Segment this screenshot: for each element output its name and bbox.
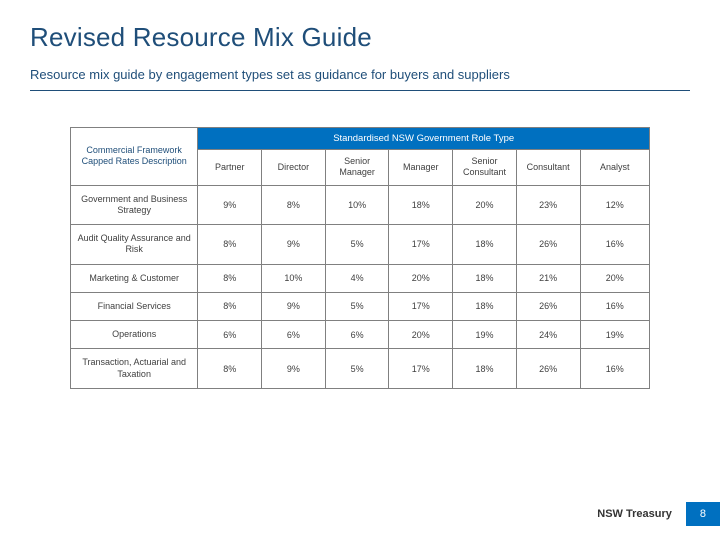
table-cell: 18%	[389, 185, 453, 225]
table-cell: 24%	[516, 321, 580, 349]
table-row: Financial Services8%9%5%17%18%26%16%	[71, 292, 650, 320]
row-label: Marketing & Customer	[71, 264, 198, 292]
corner-header-line1: Commercial Framework	[86, 145, 182, 155]
table-cell: 12%	[580, 185, 650, 225]
table-cell: 20%	[453, 185, 517, 225]
footer: NSW Treasury 8	[583, 502, 720, 526]
table-body: Government and Business Strategy9%8%10%1…	[71, 185, 650, 388]
table-cell: 17%	[389, 349, 453, 389]
table-cell: 18%	[453, 292, 517, 320]
resource-mix-table: Commercial Framework Capped Rates Descri…	[70, 127, 650, 389]
table-cell: 23%	[516, 185, 580, 225]
role-header: Consultant	[516, 150, 580, 186]
table-cell: 4%	[325, 264, 389, 292]
table-cell: 8%	[198, 264, 262, 292]
table-cell: 20%	[580, 264, 650, 292]
role-header: Manager	[389, 150, 453, 186]
table-cell: 8%	[198, 349, 262, 389]
table-cell: 9%	[262, 225, 326, 265]
table-cell: 20%	[389, 321, 453, 349]
table-cell: 5%	[325, 225, 389, 265]
table-cell: 5%	[325, 349, 389, 389]
table-cell: 18%	[453, 349, 517, 389]
table-row: Audit Quality Assurance and Risk8%9%5%17…	[71, 225, 650, 265]
table-container: Commercial Framework Capped Rates Descri…	[30, 127, 690, 389]
role-header: Analyst	[580, 150, 650, 186]
group-header: Standardised NSW Government Role Type	[198, 128, 650, 150]
role-header: Senior Manager	[325, 150, 389, 186]
table-cell: 20%	[389, 264, 453, 292]
table-cell: 16%	[580, 225, 650, 265]
table-cell: 26%	[516, 292, 580, 320]
table-cell: 9%	[262, 349, 326, 389]
table-row: Marketing & Customer8%10%4%20%18%21%20%	[71, 264, 650, 292]
table-cell: 19%	[580, 321, 650, 349]
role-header: Director	[262, 150, 326, 186]
table-cell: 6%	[198, 321, 262, 349]
row-label: Audit Quality Assurance and Risk	[71, 225, 198, 265]
corner-header: Commercial Framework Capped Rates Descri…	[71, 128, 198, 186]
table-cell: 26%	[516, 349, 580, 389]
table-cell: 26%	[516, 225, 580, 265]
table-cell: 8%	[198, 292, 262, 320]
table-cell: 5%	[325, 292, 389, 320]
table-cell: 8%	[198, 225, 262, 265]
table-cell: 19%	[453, 321, 517, 349]
table-cell: 16%	[580, 292, 650, 320]
page-title: Revised Resource Mix Guide	[30, 22, 690, 53]
table-cell: 16%	[580, 349, 650, 389]
table-cell: 10%	[262, 264, 326, 292]
role-header: Partner	[198, 150, 262, 186]
table-cell: 17%	[389, 292, 453, 320]
table-cell: 21%	[516, 264, 580, 292]
table-row: Government and Business Strategy9%8%10%1…	[71, 185, 650, 225]
divider	[30, 90, 690, 91]
table-row: Transaction, Actuarial and Taxation8%9%5…	[71, 349, 650, 389]
table-cell: 6%	[325, 321, 389, 349]
table-cell: 9%	[198, 185, 262, 225]
slide: Revised Resource Mix Guide Resource mix …	[0, 0, 720, 540]
table-cell: 17%	[389, 225, 453, 265]
table-cell: 6%	[262, 321, 326, 349]
row-label: Government and Business Strategy	[71, 185, 198, 225]
footer-label: NSW Treasury	[583, 502, 686, 526]
role-header: Senior Consultant	[453, 150, 517, 186]
row-label: Transaction, Actuarial and Taxation	[71, 349, 198, 389]
page-subtitle: Resource mix guide by engagement types s…	[30, 67, 690, 82]
row-label: Operations	[71, 321, 198, 349]
table-cell: 18%	[453, 264, 517, 292]
row-label: Financial Services	[71, 292, 198, 320]
corner-header-line2: Capped Rates Description	[82, 156, 187, 166]
table-cell: 10%	[325, 185, 389, 225]
page-number-badge: 8	[686, 502, 720, 526]
table-cell: 8%	[262, 185, 326, 225]
table-cell: 18%	[453, 225, 517, 265]
table-cell: 9%	[262, 292, 326, 320]
table-row: Operations6%6%6%20%19%24%19%	[71, 321, 650, 349]
